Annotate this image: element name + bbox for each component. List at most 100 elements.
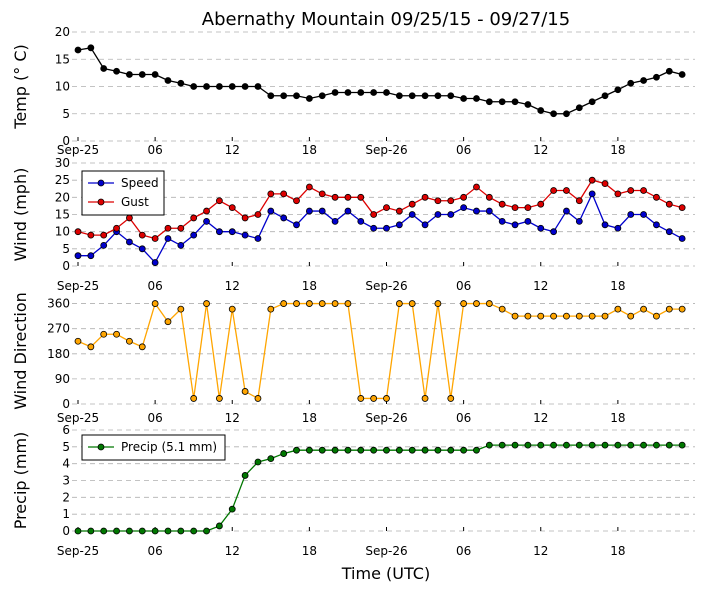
panel-direction-data-point [640, 305, 647, 313]
panel-temp-data-point [87, 44, 95, 52]
panel-temp-data-point [511, 98, 519, 106]
panel-wind-data-point [228, 204, 236, 212]
panel-wind-data-point [485, 193, 493, 201]
panel-precip-ytick-label: 2 [62, 490, 70, 504]
panel-wind-data-point [665, 200, 673, 208]
panel-wind-data-point [434, 211, 442, 218]
panel-precip-data-point [678, 441, 686, 449]
panel-temp-data-point [344, 89, 352, 96]
panel-temp-data-point [383, 89, 390, 96]
panel-wind-data-point [678, 204, 686, 212]
panel-temp-data-point [601, 92, 609, 100]
panel-temp-data-point [203, 83, 210, 90]
panel-direction-xtick-label: 12 [533, 411, 548, 425]
panel-wind: 0 5 10 15 20 25 30 Sep-25 06 12 18 Sep-26 06 12 18 Wind… [11, 156, 695, 293]
x-axis-label: Time (UTC) [341, 564, 430, 583]
panel-temp-data-point [215, 83, 223, 90]
panel-wind-data-point [563, 207, 570, 215]
panel-precip-data-point [177, 527, 185, 535]
panel-temp-xtick-label: 12 [533, 143, 548, 157]
panel-temp-ylabel: Temp (° C) [11, 44, 30, 129]
panel-temp-data-point [164, 77, 172, 84]
panel-temp-xtick-label: 06 [456, 143, 471, 157]
panel-wind-data-point [653, 193, 660, 201]
legend-swatch-marker [97, 179, 105, 187]
panel-direction-data-point [563, 312, 570, 320]
panel-direction-data-point [190, 395, 198, 402]
panel-temp-data-point [241, 83, 249, 90]
panel-wind-data-point [395, 221, 403, 229]
panel-direction-xtick-label: 18 [302, 411, 317, 425]
panel-wind-data-point [100, 231, 108, 239]
panel-temp-xtick-label: 12 [225, 143, 240, 157]
panel-temp-data-point [395, 92, 403, 100]
panel-wind-data-point [190, 214, 198, 222]
panel-precip-data-point [447, 446, 455, 454]
panel-precip-ytick-label: 3 [62, 474, 70, 488]
panel-direction-data-point [614, 305, 622, 313]
panel-direction-data-point [447, 395, 455, 402]
panel-wind-data-point [485, 207, 493, 215]
panel-direction-data-point [473, 300, 480, 307]
panel-wind-xtick-label: 12 [533, 279, 548, 293]
panel-wind-xtick-label: 06 [147, 279, 162, 293]
panel-precip-data-point [318, 446, 326, 454]
panel-precip-data-point [601, 441, 609, 449]
panel-wind-data-point [100, 241, 108, 249]
panel-precip-data-point [228, 505, 236, 513]
panel-direction-ytick-label: 90 [55, 372, 70, 386]
panel-precip-xtick-label: Sep-25 [57, 544, 99, 558]
panel-temp-data-point [447, 92, 455, 100]
panel-precip-ytick-label: 4 [62, 457, 70, 471]
panel-temp-data-point [421, 92, 429, 100]
panel-temp-data-point [280, 92, 288, 100]
panel-direction-data-point [511, 312, 519, 320]
panel-wind-data-point [254, 211, 262, 218]
panel-wind-data-point [370, 224, 378, 232]
panel-direction: 0 90 180 270 360 Sep-25 06 12 18 Sep-26 06 12 18 Wind… [11, 292, 695, 425]
panel-temp-data-point [640, 77, 647, 84]
panel-precip-data-point [370, 446, 378, 454]
panel-wind-data-point [267, 190, 275, 198]
panel-wind-data-point [357, 217, 365, 225]
panel-precip-xtick-label: 12 [533, 544, 548, 558]
panel-direction-ytick-label: 0 [62, 397, 70, 411]
panel-direction-xtick-label: 06 [456, 411, 471, 425]
panel-precip-data-point [473, 446, 480, 454]
panel-wind-data-point [460, 204, 468, 212]
panel-wind-data-point [640, 211, 647, 218]
panel-wind-data-point [524, 217, 532, 225]
panel-wind-data-point [537, 200, 545, 208]
panel-precip-data-point [254, 458, 262, 466]
panel-wind-data-point [370, 211, 378, 218]
panel-wind-data-point [177, 241, 185, 249]
panel-direction-data-point [575, 312, 583, 320]
panel-precip-ytick-label: 1 [62, 507, 70, 521]
panel-precip-data-point [305, 446, 313, 454]
panel-wind-data-point [498, 200, 506, 208]
panel-precip-ytick-label: 6 [62, 423, 70, 437]
panel-temp-data-point [370, 89, 378, 96]
panel-temp-ytick-label: 15 [55, 52, 70, 66]
panel-wind-data-point [434, 197, 442, 205]
legend-label: Precip (5.1 mm) [121, 440, 217, 454]
panel-wind-data-point [126, 214, 133, 222]
legend-swatch-marker [97, 443, 105, 451]
panel-wind-data-point [460, 193, 468, 201]
panel-direction-data-point [357, 395, 365, 402]
panel-wind-data-point [138, 231, 146, 239]
panel-wind-data-point [550, 187, 558, 194]
panel-wind-data-point [383, 204, 390, 212]
panel-wind-data-point [357, 193, 365, 201]
panel-wind-data-point [640, 187, 647, 194]
panel-direction-ytick-label: 270 [47, 322, 70, 336]
panel-wind-ytick-label: 0 [62, 259, 70, 273]
panel-precip-data-point [421, 446, 429, 454]
panel-direction-data-point [267, 305, 275, 313]
panel-precip-data-point [511, 441, 519, 449]
panel-wind-data-point [318, 207, 326, 215]
panel-temp-ytick-label: 5 [62, 107, 70, 121]
panel-wind-data-point [87, 252, 95, 260]
panel-precip-data-point [74, 527, 82, 535]
panel-temp-data-point [293, 92, 300, 100]
